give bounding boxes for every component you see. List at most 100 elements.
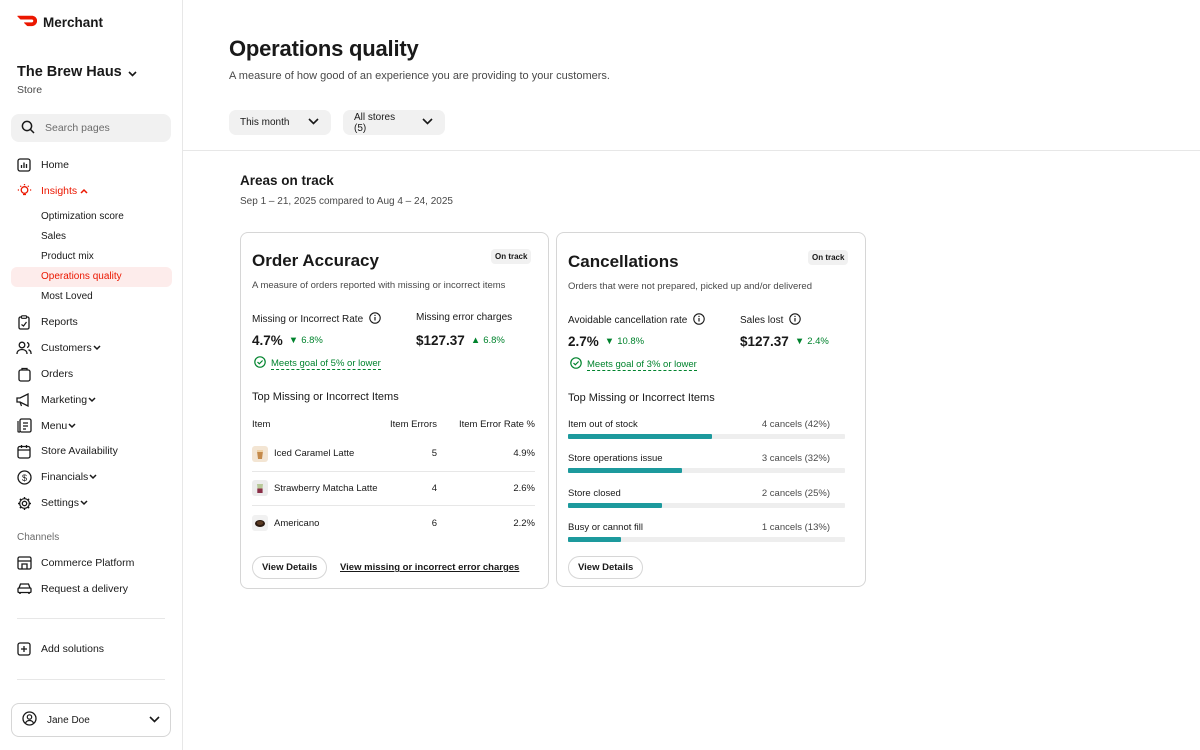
table-row: Strawberry Matcha Latte 4 2.6% — [252, 472, 535, 506]
period-filter[interactable]: This month — [229, 110, 331, 135]
americano-thumbnail — [252, 515, 268, 532]
chevron-down-icon — [80, 497, 88, 509]
delta-indicator: ▼ 10.8% — [605, 336, 644, 347]
chart-icon — [16, 157, 32, 173]
reason-bar-track — [568, 468, 845, 474]
channels-label: Channels — [17, 532, 60, 543]
nav-insights[interactable]: Insights — [0, 178, 183, 204]
card-title: Cancellations — [568, 252, 679, 271]
list-title: Top Missing or Incorrect Items — [252, 391, 399, 403]
nav-orders-label: Orders — [41, 368, 74, 381]
doordash-logo-icon — [17, 15, 38, 30]
card-description: Orders that were not prepared, picked up… — [568, 281, 812, 292]
reason-row: Store closed 2 cancels (25%) — [568, 486, 845, 520]
nav-most-loved[interactable]: Most Loved — [41, 291, 93, 303]
store-type: Store — [17, 84, 43, 96]
nav-product-mix[interactable]: Product mix — [41, 251, 94, 263]
goal-status: Meets goal of 5% or lower — [254, 356, 381, 371]
metric-label-text: Avoidable cancellation rate — [568, 315, 688, 326]
main-content: Operations quality A measure of how good… — [183, 0, 1200, 750]
reason-bar-track — [568, 502, 845, 508]
reason-label: Store operations issue — [568, 453, 663, 465]
header-divider — [183, 150, 1200, 151]
order-accuracy-card: Order Accuracy On track A measure of ord… — [240, 232, 549, 589]
reason-bar-track — [568, 434, 845, 439]
nav-operations-quality[interactable]: Operations quality — [11, 266, 172, 287]
store-switcher[interactable]: The Brew Haus — [17, 64, 137, 80]
nav-financials[interactable]: $ Financials — [0, 464, 183, 490]
iced-latte-thumbnail — [252, 445, 268, 462]
metric-value-text: $127.37 — [740, 334, 789, 349]
reason-row: Busy or cannot fill 1 cancels (13%) — [568, 520, 845, 554]
nav-request-delivery[interactable]: Request a delivery — [0, 576, 183, 602]
delta-value: 2.4% — [807, 336, 829, 347]
bag-icon — [16, 366, 32, 382]
nav-add-solutions[interactable]: Add solutions — [0, 636, 183, 662]
view-error-charges-link[interactable]: View missing or incorrect error charges — [340, 562, 520, 573]
stores-filter[interactable]: All stores (5) — [343, 110, 445, 135]
nav-orders[interactable]: Orders — [0, 361, 183, 387]
nav-commerce-platform[interactable]: Commerce Platform — [0, 550, 183, 576]
brand[interactable]: Merchant — [17, 15, 103, 30]
chevron-down-icon — [149, 715, 160, 726]
reason-label: Item out of stock — [568, 419, 638, 430]
nav-optimization-score[interactable]: Optimization score — [41, 211, 124, 223]
calendar-icon — [16, 443, 32, 459]
metric-value: $127.37 ▲ 6.8% — [416, 333, 505, 348]
view-details-button[interactable]: View Details — [252, 556, 328, 579]
check-circle-icon — [254, 356, 266, 371]
user-name: Jane Doe — [47, 714, 90, 726]
search-bar[interactable] — [11, 114, 171, 142]
section-title: Areas on track — [240, 173, 334, 188]
nav-marketing-label: Marketing — [41, 393, 88, 406]
triangle-down-icon: ▼ — [794, 336, 805, 347]
info-icon[interactable] — [789, 313, 802, 328]
nav-home[interactable]: Home — [0, 152, 183, 178]
triangle-down-icon: ▼ — [604, 336, 615, 347]
item-name: Americano — [274, 517, 320, 529]
nav-settings-label: Settings — [41, 497, 79, 510]
nav-settings[interactable]: Settings — [0, 490, 183, 516]
reason-bar-fill — [568, 434, 713, 439]
item-errors: 4 — [431, 482, 437, 494]
user-menu[interactable]: Jane Doe — [11, 703, 171, 737]
nav-reports-label: Reports — [41, 316, 78, 329]
card-title: Order Accuracy — [252, 251, 379, 270]
info-icon[interactable] — [369, 312, 381, 327]
table-row: Americano 6 2.2% — [252, 506, 535, 541]
card-description: A measure of orders reported with missin… — [252, 280, 506, 291]
clipboard-icon — [16, 314, 32, 330]
lightbulb-icon — [16, 183, 32, 199]
metric-label: Missing or Incorrect Rate — [252, 312, 381, 327]
metric-label-text: Missing or Incorrect Rate — [252, 314, 364, 325]
nav-menu[interactable]: Menu — [0, 413, 183, 439]
delta-value: 10.8% — [617, 336, 645, 347]
chevron-down-icon — [93, 342, 101, 354]
stores-filter-value: All stores (5) — [354, 111, 396, 134]
nav-home-label: Home — [41, 158, 70, 171]
metric-value: $127.37 ▼ 2.4% — [740, 334, 829, 349]
chevron-down-icon — [128, 65, 137, 80]
status-badge: On track — [491, 249, 532, 264]
info-icon[interactable] — [693, 313, 706, 328]
delta-indicator: ▲ 6.8% — [471, 335, 505, 346]
sidebar-divider — [17, 679, 165, 680]
nav-store-availability[interactable]: Store Availability — [0, 439, 183, 465]
view-details-button[interactable]: View Details — [568, 556, 644, 579]
metric-label: Missing error charges — [416, 312, 512, 323]
cancellations-card: Cancellations On track Orders that were … — [556, 232, 866, 587]
reason-value: 2 cancels (25%) — [761, 487, 830, 499]
store-name: The Brew Haus — [17, 64, 122, 80]
sidebar-divider — [17, 618, 165, 619]
triangle-up-icon: ▲ — [470, 335, 481, 346]
reason-row: Store operations issue 3 cancels (32%) — [568, 451, 845, 485]
nav-customers[interactable]: Customers — [0, 335, 183, 361]
nav-reports[interactable]: Reports — [0, 310, 183, 336]
search-input[interactable] — [45, 122, 155, 134]
metric-value-text: 4.7% — [252, 333, 283, 348]
gear-icon — [16, 495, 32, 511]
nav-marketing[interactable]: Marketing — [0, 387, 183, 413]
nav-sales[interactable]: Sales — [41, 231, 67, 243]
metric-value: 2.7% ▼ 10.8% — [568, 334, 644, 349]
item-name: Strawberry Matcha Latte — [274, 482, 378, 494]
